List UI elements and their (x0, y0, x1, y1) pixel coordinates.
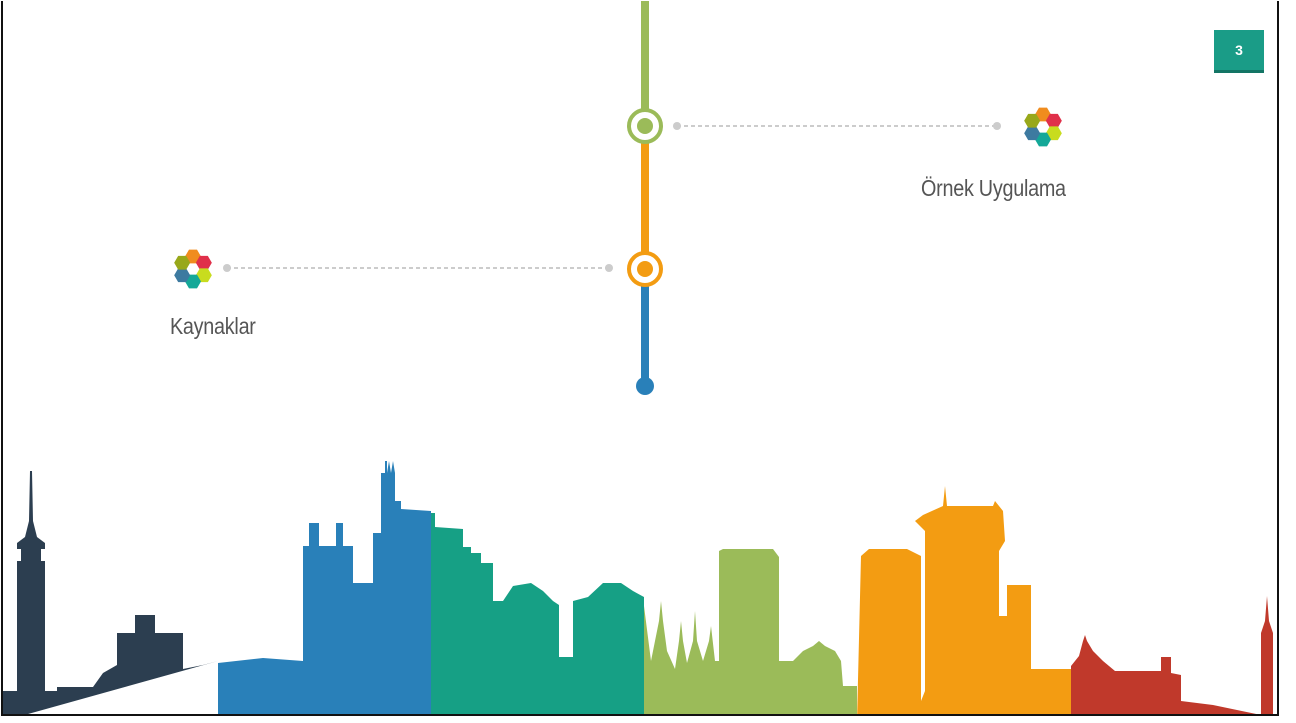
connector-right (673, 122, 1001, 130)
item-label-ornek-uygulama[interactable]: Örnek Uygulama (921, 175, 1066, 201)
hexagon-cluster-icon (174, 249, 212, 289)
timeline-node-2[interactable] (627, 251, 663, 287)
hexagon-cell (1035, 132, 1051, 147)
timeline-segment-green (641, 1, 649, 112)
hexagon-cell (174, 268, 191, 283)
hexagon-cell (174, 255, 191, 270)
hexagon-cell (1045, 126, 1062, 141)
hexagon-cell (185, 274, 201, 289)
hexagon-cell (195, 255, 212, 270)
connector-left (223, 264, 613, 272)
timeline-end-dot (636, 377, 654, 395)
page-number-badge: 3 (1214, 30, 1264, 73)
timeline-node-1[interactable] (627, 108, 663, 144)
hexagon-cell (185, 249, 201, 264)
timeline-segment-blue (641, 283, 649, 383)
item-label-kaynaklar[interactable]: Kaynaklar (170, 313, 256, 339)
hexagon-cell (1024, 113, 1041, 128)
hexagon-cluster-icon (1024, 107, 1062, 147)
hexagon-cell (1045, 113, 1062, 128)
hexagon-cell (1024, 126, 1041, 141)
hexagon-cell (1035, 107, 1051, 122)
city-skyline-illustration (3, 461, 1273, 714)
hexagon-cell (195, 268, 212, 283)
timeline-graphic (174, 1, 1062, 395)
slide-frame: Örnek Uygulama Kaynaklar 3 (1, 1, 1279, 716)
timeline-segment-orange (641, 143, 649, 255)
